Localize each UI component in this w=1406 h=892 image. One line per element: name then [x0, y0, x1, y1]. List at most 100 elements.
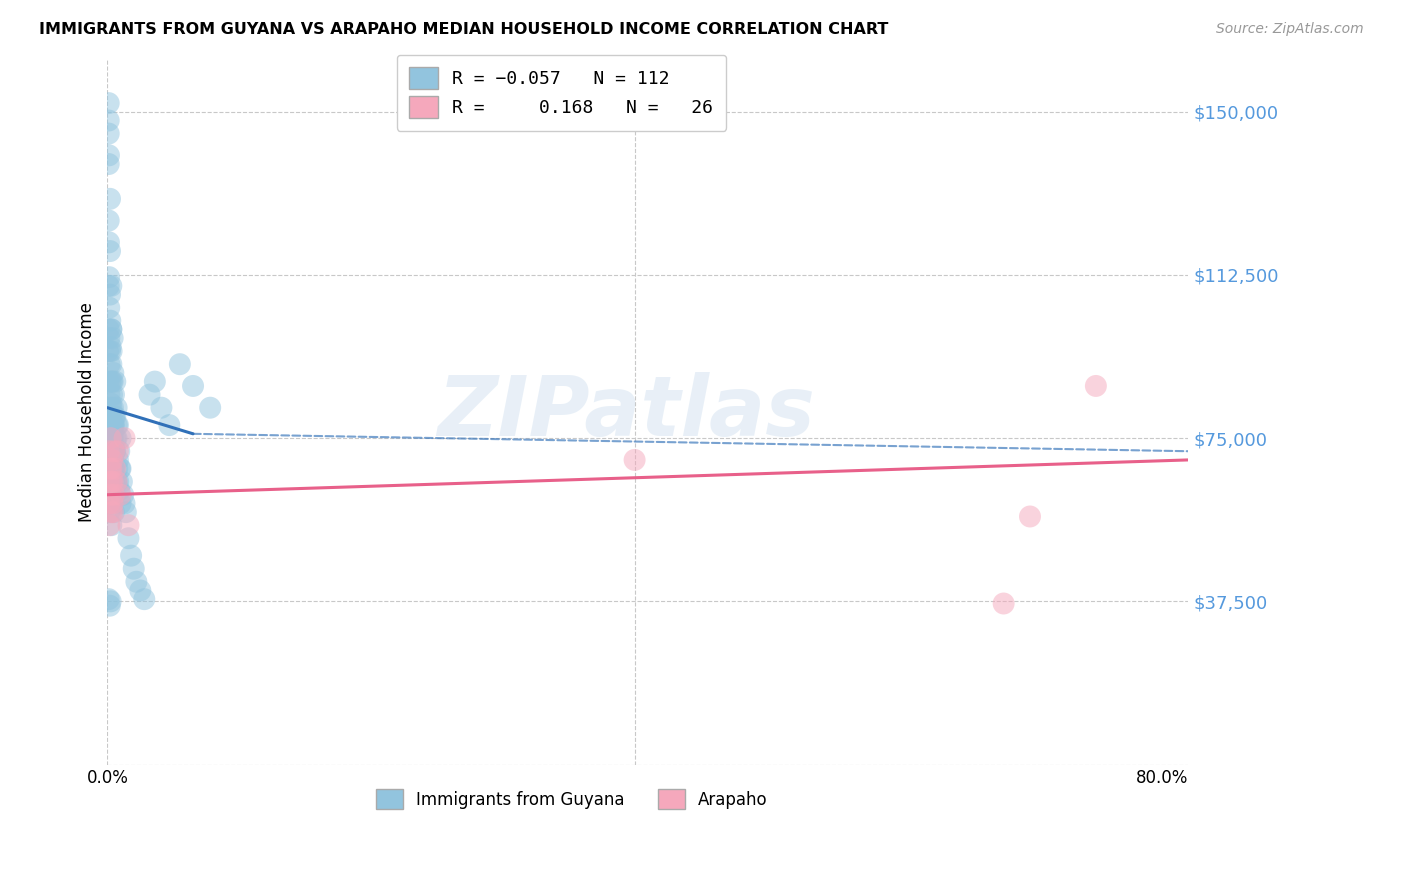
Point: [98, 301, 121, 315]
Point: [107, 475, 129, 489]
Point: [103, 488, 125, 502]
Point: [117, 518, 139, 533]
Point: [98, 505, 121, 519]
Point: [101, 331, 124, 345]
Point: [97, 444, 120, 458]
Point: [104, 375, 127, 389]
Point: [105, 431, 128, 445]
Point: [111, 475, 134, 489]
Text: Source: ZipAtlas.com: Source: ZipAtlas.com: [1216, 22, 1364, 37]
Point: [100, 505, 122, 519]
Point: [100, 475, 122, 489]
Point: [104, 444, 127, 458]
Point: [100, 453, 122, 467]
Point: [101, 387, 124, 401]
Point: [97, 148, 120, 162]
Point: [100, 401, 122, 415]
Point: [105, 475, 128, 489]
Point: [100, 375, 122, 389]
Point: [100, 475, 122, 489]
Point: [1084, 379, 1107, 393]
Point: [103, 505, 125, 519]
Point: [97, 461, 120, 475]
Point: [104, 461, 127, 475]
Point: [98, 387, 121, 401]
Point: [103, 418, 125, 433]
Point: [101, 453, 124, 467]
Point: [98, 496, 121, 510]
Point: [100, 322, 122, 336]
Point: [110, 496, 132, 510]
Point: [143, 375, 166, 389]
Point: [97, 96, 120, 111]
Point: [181, 379, 204, 393]
Point: [103, 366, 125, 380]
Point: [112, 488, 135, 502]
Point: [107, 444, 129, 458]
Point: [993, 597, 1015, 611]
Point: [98, 409, 121, 424]
Point: [98, 331, 121, 345]
Point: [105, 475, 128, 489]
Y-axis label: Median Household Income: Median Household Income: [79, 302, 96, 522]
Point: [98, 461, 121, 475]
Point: [97, 375, 120, 389]
Point: [104, 431, 127, 445]
Point: [150, 401, 173, 415]
Point: [100, 396, 122, 410]
Point: [198, 401, 221, 415]
Point: [101, 444, 124, 458]
Point: [103, 461, 125, 475]
Point: [97, 113, 120, 128]
Point: [105, 461, 128, 475]
Point: [100, 340, 122, 354]
Point: [103, 418, 125, 433]
Point: [104, 444, 127, 458]
Point: [100, 322, 122, 336]
Point: [103, 444, 125, 458]
Point: [100, 461, 122, 475]
Point: [97, 157, 120, 171]
Point: [105, 418, 128, 433]
Point: [100, 431, 122, 445]
Point: [117, 531, 139, 545]
Point: [104, 409, 127, 424]
Point: [101, 461, 124, 475]
Point: [100, 418, 122, 433]
Point: [1019, 509, 1042, 524]
Point: [114, 505, 136, 519]
Point: [100, 475, 122, 489]
Point: [122, 562, 145, 576]
Point: [100, 444, 122, 458]
Point: [98, 192, 121, 206]
Point: [120, 549, 142, 563]
Point: [98, 357, 121, 371]
Point: [134, 592, 156, 607]
Point: [103, 475, 125, 489]
Point: [100, 278, 122, 293]
Point: [101, 375, 124, 389]
Point: [97, 278, 120, 293]
Point: [101, 475, 124, 489]
Point: [100, 357, 122, 371]
Point: [100, 518, 122, 533]
Legend: Immigrants from Guyana, Arapaho: Immigrants from Guyana, Arapaho: [370, 782, 775, 816]
Point: [98, 496, 121, 510]
Point: [108, 461, 131, 475]
Point: [138, 387, 160, 401]
Point: [169, 357, 191, 371]
Point: [103, 461, 125, 475]
Point: [100, 344, 122, 359]
Point: [103, 431, 125, 445]
Point: [98, 244, 121, 258]
Point: [114, 431, 136, 445]
Point: [97, 322, 120, 336]
Point: [98, 599, 121, 613]
Point: [100, 594, 122, 608]
Point: [98, 344, 121, 359]
Point: [110, 488, 132, 502]
Point: [98, 444, 121, 458]
Point: [97, 213, 120, 227]
Point: [157, 418, 180, 433]
Point: [97, 475, 120, 489]
